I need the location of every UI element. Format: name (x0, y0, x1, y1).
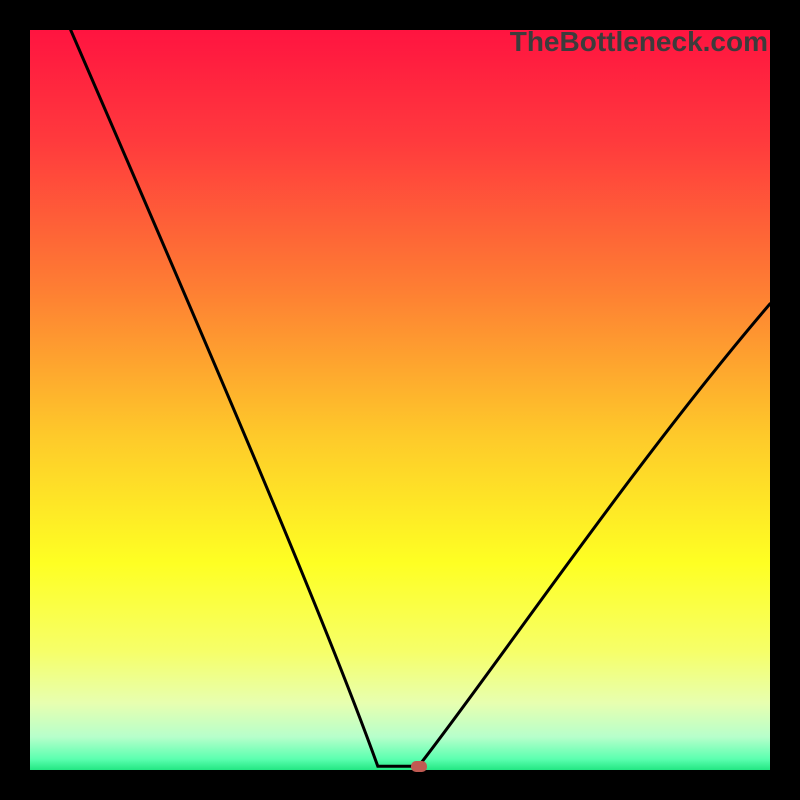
watermark-text: TheBottleneck.com (510, 26, 768, 58)
bottleneck-curve (30, 30, 770, 770)
bottleneck-curve-path (71, 30, 770, 766)
chart-frame: TheBottleneck.com (30, 30, 770, 770)
optimal-point-marker (411, 761, 427, 772)
